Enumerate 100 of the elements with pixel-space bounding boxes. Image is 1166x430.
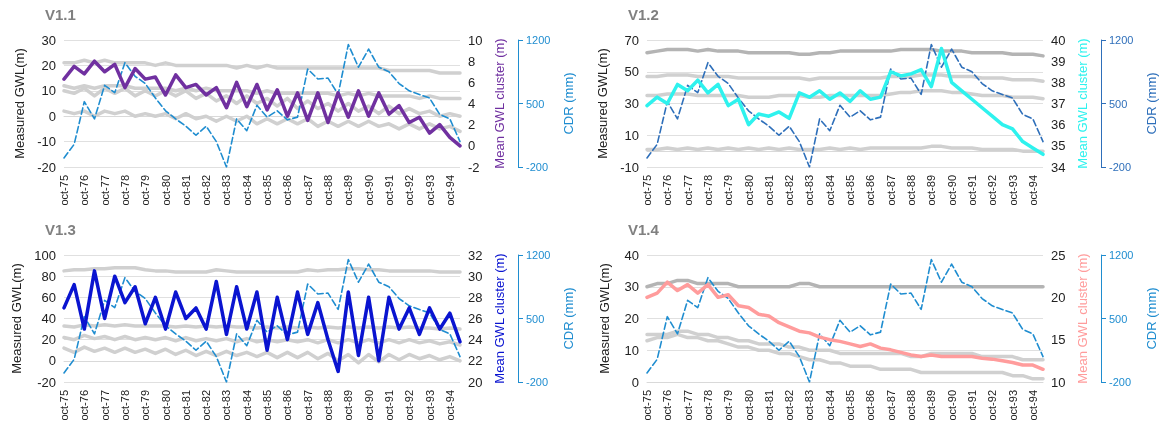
x-tick-label: oct-90 — [362, 390, 375, 421]
y2-axis-title: Mean GWL cluster (m) — [492, 253, 508, 384]
x-tick-label: oct-84 — [823, 175, 836, 206]
y2-tick-label: 39 — [1051, 53, 1066, 69]
y-tick-label: 30 — [41, 32, 56, 48]
y2-axis-title: Mean GWL cluster (m) — [1075, 253, 1091, 384]
x-tick-label: oct-94 — [1026, 390, 1039, 421]
y-tick-label: 20 — [41, 332, 56, 348]
y3-tick-label: -200 — [526, 161, 549, 173]
x-tick-label: oct-94 — [443, 390, 456, 421]
x-tick-label: oct-87 — [884, 390, 897, 421]
x-tick-label: oct-92 — [403, 175, 416, 206]
y2-tick-label: 25 — [1051, 247, 1066, 263]
x-tick-label: oct-84 — [823, 390, 836, 421]
y2-tick-label: 30 — [468, 268, 483, 284]
y2-tick-label: 36 — [1051, 117, 1066, 133]
x-tick-label: oct-76 — [78, 390, 91, 421]
x-tick-label: oct-91 — [382, 390, 395, 421]
y-tick-label: 20 — [624, 311, 639, 326]
y-tick-label: 10 — [624, 342, 639, 358]
x-tick-label: oct-75 — [641, 175, 653, 206]
x-tick-label: oct-80 — [742, 175, 755, 206]
x-tick-label: oct-88 — [905, 390, 917, 421]
x-tick-label: oct-76 — [661, 390, 674, 421]
y-tick-label: -20 — [37, 159, 56, 175]
line-series — [62, 59, 462, 148]
x-tick-label: oct-88 — [905, 175, 917, 206]
x-tick-label: oct-84 — [240, 175, 253, 206]
y2-tick-label: 40 — [1051, 32, 1066, 48]
x-tick-label: oct-81 — [762, 175, 775, 206]
x-tick-label: oct-75 — [58, 175, 70, 206]
y3-tick-label: 1200 — [526, 249, 551, 261]
y3-tick-label: 1200 — [1109, 34, 1134, 46]
y2-tick-label: 6 — [468, 74, 476, 90]
x-tick-label: oct-93 — [1006, 175, 1019, 206]
y3-axis-title: CDR (mm) — [561, 72, 576, 135]
y3-tick-label: 1200 — [1109, 249, 1134, 261]
y2-tick-label: 2 — [468, 117, 476, 133]
x-tick-label: oct-83 — [803, 175, 816, 206]
y-tick-label: -10 — [620, 159, 639, 175]
x-tick-label: oct-89 — [925, 390, 938, 421]
y2-tick-label: 10 — [468, 32, 483, 48]
x-tick-label: oct-82 — [200, 390, 213, 421]
y2-tick-label: 35 — [1051, 138, 1066, 154]
chart-title: V1.1 — [45, 6, 76, 23]
x-tick-label: oct-88 — [322, 390, 334, 421]
y-tick-label: 0 — [48, 108, 56, 124]
x-tick-label: oct-93 — [1006, 390, 1019, 421]
x-tick-label: oct-76 — [661, 175, 674, 206]
line-series — [62, 58, 462, 75]
x-tick-label: oct-87 — [301, 390, 314, 421]
x-tick-label: oct-86 — [281, 390, 294, 421]
x-tick-label: oct-91 — [965, 175, 978, 206]
line-series — [645, 332, 1045, 381]
x-tick-label: oct-83 — [803, 390, 816, 421]
y-tick-label: 80 — [41, 268, 56, 284]
x-tick-label: oct-79 — [722, 390, 735, 421]
y-tick-label: 60 — [41, 289, 56, 305]
y-tick-label: 30 — [624, 96, 639, 111]
y2-tick-label: 4 — [468, 96, 476, 111]
y3-tick-label: 500 — [526, 97, 545, 110]
line-series — [645, 280, 1045, 372]
x-tick-label: oct-77 — [681, 390, 694, 421]
x-tick-label: oct-85 — [261, 175, 274, 206]
y-tick-label: 50 — [624, 64, 639, 80]
y2-tick-label: 10 — [1051, 374, 1066, 390]
line-series — [646, 258, 1044, 383]
x-tick-label: oct-94 — [1026, 175, 1039, 206]
y2-tick-label: 8 — [468, 53, 476, 69]
x-tick-label: oct-76 — [78, 175, 91, 206]
x-tick-label: oct-93 — [423, 390, 436, 421]
x-tick-label: oct-89 — [342, 175, 355, 206]
y-axis-title: Measured GWL(m) — [595, 48, 611, 159]
y3-tick-label: -200 — [526, 376, 549, 388]
line-series — [62, 109, 462, 134]
x-tick-label: oct-78 — [118, 390, 131, 421]
x-tick-label: oct-79 — [722, 175, 735, 206]
x-tick-label: oct-86 — [864, 390, 877, 421]
y2-tick-label: 0 — [468, 138, 476, 154]
y2-tick-label: 26 — [468, 311, 483, 326]
x-tick-label: oct-88 — [322, 175, 334, 206]
x-tick-label: oct-91 — [382, 175, 395, 206]
y2-tick-label: 20 — [468, 374, 483, 390]
x-tick-label: oct-90 — [945, 175, 958, 206]
y3-axis-title: CDR (mm) — [1144, 72, 1159, 135]
y2-tick-label: -2 — [468, 159, 480, 175]
x-tick-label: oct-79 — [139, 175, 152, 206]
y-tick-label: 100 — [34, 247, 56, 263]
x-tick-label: oct-75 — [641, 390, 653, 421]
line-series — [63, 43, 461, 168]
x-tick-label: oct-86 — [281, 175, 294, 206]
y2-tick-label: 28 — [468, 289, 483, 305]
y-tick-label: 0 — [48, 353, 56, 369]
x-tick-label: oct-78 — [701, 175, 714, 206]
y3-axis-title: CDR (mm) — [561, 287, 576, 350]
x-tick-label: oct-81 — [762, 390, 775, 421]
x-tick-label: oct-90 — [362, 175, 375, 206]
y2-axis-title: Mean GWL cluster (m) — [1075, 38, 1091, 169]
y-axis-title: Measured GWL(m) — [9, 263, 25, 374]
y2-tick-label: 38 — [1051, 74, 1066, 90]
